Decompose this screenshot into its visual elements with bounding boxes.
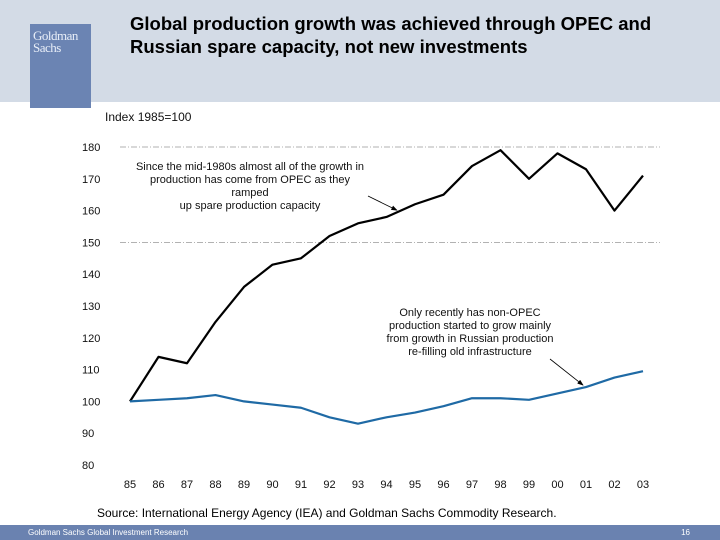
y-axis-label: Index 1985=100: [105, 110, 192, 124]
annotation-non-opec-line: re-filling old infrastructure: [408, 346, 532, 358]
y-tick-label: 150: [82, 237, 100, 249]
x-tick-label: 99: [523, 479, 535, 491]
x-tick-label: 02: [608, 479, 620, 491]
footer-bar: Goldman Sachs Global Investment Research…: [0, 525, 720, 540]
y-tick-label: 180: [82, 142, 100, 154]
y-tick-label: 120: [82, 333, 100, 345]
annotation-non-opec-line: production started to grow mainly: [388, 320, 552, 332]
x-tick-label: 98: [494, 479, 506, 491]
x-tick-label: 86: [152, 479, 164, 491]
series-line-non-opec: [129, 370, 644, 425]
annotation-arrow: [367, 195, 398, 211]
x-tick-label: 94: [380, 479, 392, 491]
x-tick-label: 96: [437, 479, 449, 491]
x-tick-label: 89: [238, 479, 250, 491]
annotation-opec: Since the mid-1980s almost all of the gr…: [130, 161, 370, 213]
goldman-sachs-logo: Goldman Sachs: [30, 24, 91, 108]
annotation-non-opec-line: from growth in Russian production: [386, 333, 554, 345]
annotation-non-opec: Only recently has non-OPEC production st…: [375, 307, 565, 359]
x-tick-label: 93: [352, 479, 364, 491]
x-tick-label: 91: [295, 479, 307, 491]
annotation-opec-line: Since the mid-1980s almost all of the gr…: [135, 161, 365, 173]
y-tick-label: 130: [82, 301, 100, 313]
x-tick-label: 90: [266, 479, 278, 491]
y-tick-label: 110: [82, 365, 100, 377]
annotation-non-opec-line: Only recently has non-OPEC: [399, 307, 541, 319]
header-band: Goldman Sachs Global production growth w…: [0, 0, 720, 108]
x-tick-label: 87: [181, 479, 193, 491]
logo-line-2: Sachs: [33, 40, 61, 55]
x-tick-label: 00: [551, 479, 563, 491]
slide-title: Global production growth was achieved th…: [130, 13, 652, 57]
footer-label: Goldman Sachs Global Investment Research: [28, 528, 189, 537]
x-tick-label: 92: [323, 479, 335, 491]
annotation-arrow: [549, 358, 584, 386]
x-tick-label: 88: [209, 479, 221, 491]
x-tick-label: 95: [409, 479, 421, 491]
logo-line-1: Goldman: [33, 28, 78, 43]
x-tick-label: 85: [124, 479, 136, 491]
y-tick-label: 80: [82, 460, 94, 472]
y-tick-label: 160: [82, 206, 100, 218]
y-tick-label: 90: [82, 428, 94, 440]
source-note: Source: International Energy Agency (IEA…: [97, 506, 557, 520]
annotation-opec-line: production has come from OPEC as they ra…: [150, 174, 350, 199]
y-tick-label: 170: [82, 174, 100, 186]
x-tick-label: 97: [466, 479, 478, 491]
annotation-opec-line: up spare production capacity: [179, 200, 321, 212]
page-number: 16: [681, 528, 690, 537]
y-tick-label: 140: [82, 269, 100, 281]
x-tick-label: 03: [637, 479, 649, 491]
y-tick-label: 100: [82, 396, 100, 408]
x-tick-label: 01: [580, 479, 592, 491]
